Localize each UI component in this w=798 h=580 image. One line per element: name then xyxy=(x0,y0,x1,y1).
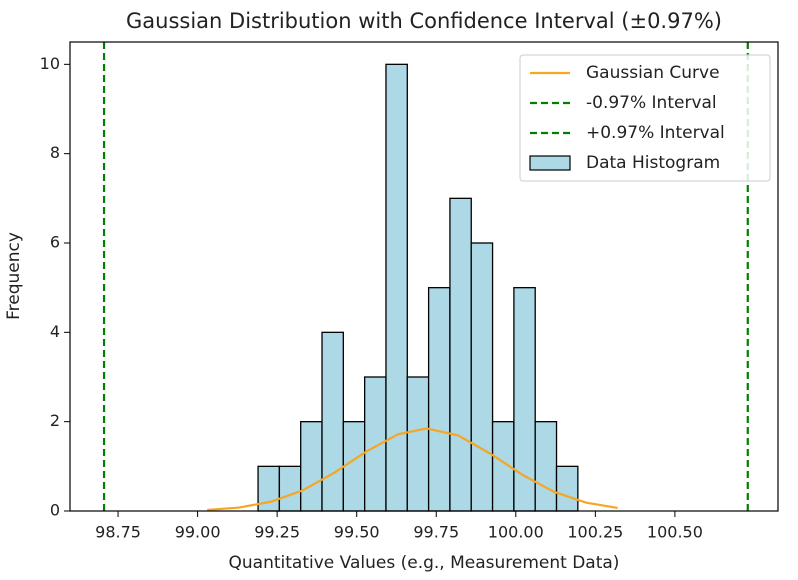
y-tick-label: 10 xyxy=(40,54,60,73)
histogram-bar xyxy=(427,287,451,512)
histogram-bar xyxy=(364,376,387,512)
x-tick-label: 99.75 xyxy=(413,523,459,542)
histogram-bar xyxy=(534,421,558,512)
y-tick-label: 8 xyxy=(50,143,60,162)
legend-label: +0.97% Interval xyxy=(586,123,725,143)
histogram-bar xyxy=(555,465,579,512)
histogram-bar xyxy=(385,63,408,512)
legend-label: -0.97% Interval xyxy=(586,93,717,113)
legend-swatch xyxy=(529,155,571,171)
legend-label: Gaussian Curve xyxy=(586,63,720,83)
histogram-bar xyxy=(278,465,302,512)
x-tick-label: 99.00 xyxy=(175,523,221,542)
x-tick-label: 100.25 xyxy=(567,523,623,542)
x-tick-label: 98.75 xyxy=(95,523,141,542)
y-axis-label: Frequency xyxy=(4,232,24,320)
chart-title: Gaussian Distribution with Confidence In… xyxy=(126,9,722,33)
x-axis-label: Quantitative Values (e.g., Measurement D… xyxy=(229,553,620,573)
histogram-bar xyxy=(513,287,536,512)
y-tick-label: 2 xyxy=(50,411,60,430)
histogram-bar xyxy=(406,376,430,512)
plot-frame xyxy=(69,41,779,512)
legend-box xyxy=(519,54,771,182)
y-tick-label: 4 xyxy=(50,322,60,341)
x-tick-label: 100.50 xyxy=(647,523,703,542)
x-tick-label: 99.50 xyxy=(334,523,380,542)
histogram-bar xyxy=(342,421,366,512)
histogram-bar xyxy=(321,331,344,512)
gaussian-curve xyxy=(207,427,618,512)
y-tick-label: 0 xyxy=(50,501,60,520)
histogram-bar xyxy=(470,242,494,512)
x-tick-label: 100.00 xyxy=(488,523,544,542)
y-tick-label: 6 xyxy=(50,233,60,252)
x-tick-label: 99.25 xyxy=(254,523,300,542)
histogram-bar xyxy=(449,197,472,512)
legend-label: Data Histogram xyxy=(586,153,720,173)
histogram-bar xyxy=(300,421,323,512)
